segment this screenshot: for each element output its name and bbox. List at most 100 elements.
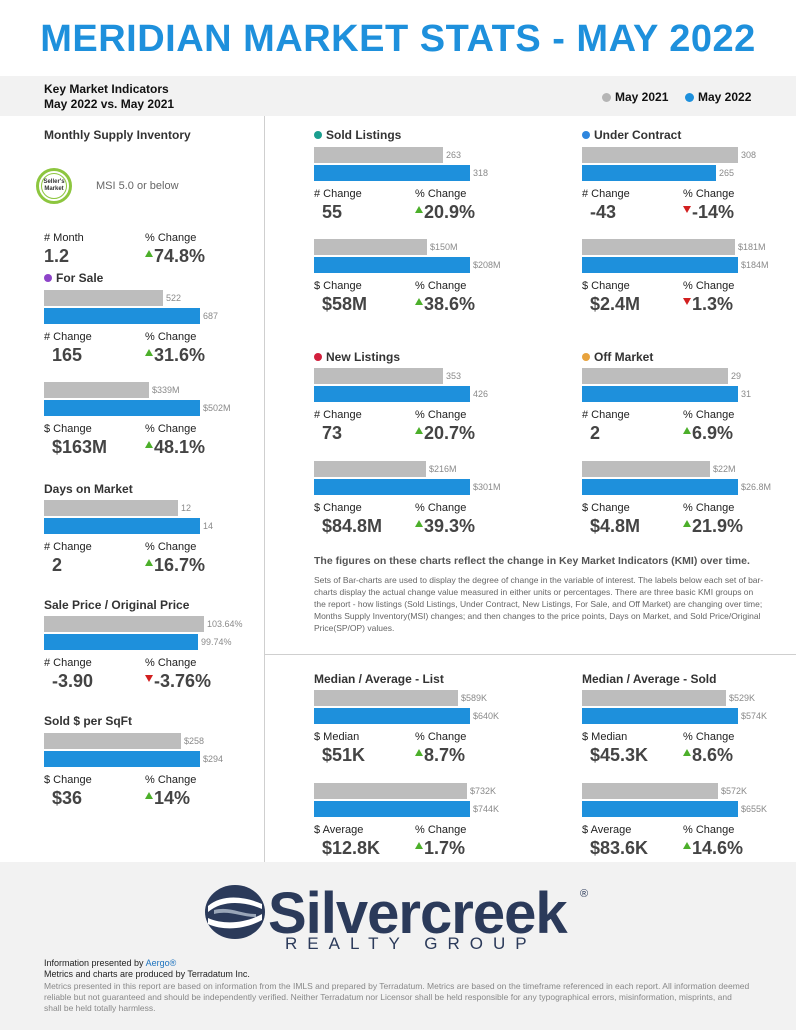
off-market-dollar-label-2021: $22M: [713, 464, 736, 474]
under-contract-dollar-pct-text: 1.3%: [692, 294, 734, 314]
presented-by: Information presented by Aergo®: [44, 958, 176, 968]
off-market-count-label-2022: 31: [741, 389, 752, 399]
produced-by: Metrics and charts are produced by Terra…: [44, 969, 250, 979]
sp-op-row-bar-2021: [44, 616, 204, 632]
sold-dollar-pct-text: 38.6%: [424, 294, 476, 314]
off-market-dollar-bar-2021: [582, 461, 710, 477]
off-market-dollar-pct-label: % Change: [683, 502, 735, 514]
for-sale-dollar-bar-2021: [44, 382, 149, 398]
msi-title: Monthly Supply Inventory: [44, 128, 191, 142]
dom-row-label-2022: 14: [203, 521, 214, 531]
list-price-average-label-2022: $744K: [473, 804, 500, 814]
sp-op-row-change-value: -3.90: [52, 671, 94, 691]
sold-count-pct-label: % Change: [415, 188, 467, 200]
brand-name: Silvercreek: [268, 881, 568, 946]
up-arrow-icon: [415, 427, 423, 434]
sqft-row-change-label: $ Change: [44, 774, 92, 786]
sold-count-change-label: # Change: [314, 188, 362, 200]
msi-month-label: # Month: [44, 232, 84, 244]
list-price-average-pct-text: 1.7%: [424, 838, 466, 858]
sqft-title: Sold $ per SqFt: [44, 714, 133, 728]
down-arrow-icon: [683, 298, 691, 305]
off-market-count-bar-2022: [582, 386, 738, 402]
sold-dollar-change-value: $58M: [322, 294, 368, 314]
sp-op-row-pct-text: -3.76%: [154, 671, 212, 691]
new-listings-title: New Listings: [314, 350, 400, 364]
sold-dollar-label-2022: $208M: [473, 260, 501, 270]
up-arrow-icon: [415, 206, 423, 213]
for-sale-count-label-2022: 687: [203, 311, 219, 321]
sold-price-median-label-2022: $574K: [741, 711, 768, 721]
under-contract-count-label-2021: 308: [741, 150, 757, 160]
legend-swatch-gray: [602, 92, 611, 102]
under-contract-title-text: Under Contract: [594, 128, 682, 142]
down-arrow-icon: [683, 206, 691, 213]
dom-title: Days on Market: [44, 482, 133, 496]
new-listings-dollar-bar-2022: [314, 479, 470, 495]
new-listings-count-change-label: # Change: [314, 409, 362, 421]
new-listings-dot-icon: [314, 353, 322, 361]
for-sale-dollar-change-label: $ Change: [44, 423, 92, 435]
kmi-note-body: Sets of Bar-charts are used to display t…: [314, 575, 764, 633]
sold-price-average-label-2021: $572K: [721, 786, 748, 796]
for-sale-dot-icon: [44, 274, 52, 282]
dom-row-pct-value: 16.7%: [145, 555, 205, 576]
off-market-dot-icon: [582, 353, 590, 361]
up-arrow-icon: [145, 559, 153, 566]
aergo-link[interactable]: Aergo®: [145, 958, 177, 968]
for-sale-title: For Sale: [44, 271, 103, 285]
sold-price-average-change-label: $ Average: [582, 824, 632, 836]
silvercreek-s-logo-icon: [205, 885, 265, 939]
legend-swatch-blue: [685, 92, 694, 102]
sold-price-median-change-label: $ Median: [582, 731, 628, 743]
subheader-band: [0, 76, 796, 116]
sold-count-bar-2022: [314, 165, 470, 181]
sold-dollar-bar-2022: [314, 257, 470, 273]
new-listings-dollar-bar-2021: [314, 461, 426, 477]
for-sale-count-change-value: 165: [52, 345, 83, 365]
msi-change-value: 74.8%: [145, 246, 205, 267]
list-price-median-bar-2022: [314, 708, 470, 724]
new-listings-count-label-2022: 426: [473, 389, 489, 399]
brand-subtitle: REALTY GROUP: [285, 934, 537, 953]
presented-by-prefix: Information presented by: [44, 958, 146, 968]
dom-row-change-value: 2: [52, 555, 63, 575]
dom-row-label-2021: 12: [181, 503, 192, 513]
sqft-row-bar-2022: [44, 751, 200, 767]
for-sale-dollar-bar-2022: [44, 400, 200, 416]
up-arrow-icon: [683, 427, 691, 434]
sold-price-title: Median / Average - Sold: [582, 672, 717, 686]
up-arrow-icon: [415, 749, 423, 756]
new-listings-count-pct-value: 20.7%: [415, 423, 475, 444]
under-contract-dollar-pct-label: % Change: [683, 280, 735, 292]
under-contract-dollar-label-2021: $181M: [738, 242, 766, 252]
page-title: MERIDIAN MARKET STATS - MAY 2022: [40, 18, 756, 60]
sold-price-median-pct-text: 8.6%: [692, 745, 734, 765]
under-contract-dollar-bar-2021: [582, 239, 735, 255]
sold-count-label-2022: 318: [473, 168, 489, 178]
off-market-count-change-label: # Change: [582, 409, 630, 421]
dom-row-pct-text: 16.7%: [154, 555, 206, 575]
list-price-average-bar-2021: [314, 783, 467, 799]
sold-price-median-bar-2021: [582, 690, 726, 706]
msi-change-label: % Change: [145, 232, 197, 244]
sp-op-row-change-label: # Change: [44, 657, 92, 669]
off-market-count-label-2021: 29: [731, 371, 742, 381]
under-contract-dollar-label-2022: $184M: [741, 260, 769, 270]
for-sale-dollar-pct-text: 48.1%: [154, 437, 206, 457]
sp-op-row-pct-label: % Change: [145, 657, 197, 669]
list-price-median-label-2022: $640K: [473, 711, 500, 721]
section-divider: [264, 654, 796, 655]
off-market-count-pct-value: 6.9%: [683, 423, 733, 444]
up-arrow-icon: [145, 792, 153, 799]
new-listings-dollar-pct-text: 39.3%: [424, 516, 476, 536]
under-contract-dollar-change-value: $2.4M: [590, 294, 641, 314]
up-arrow-icon: [683, 749, 691, 756]
up-arrow-icon: [683, 842, 691, 849]
under-contract-dollar-change-label: $ Change: [582, 280, 630, 292]
sqft-row-label-2021: $258: [184, 736, 205, 746]
off-market-dollar-change-label: $ Change: [582, 502, 630, 514]
footer-band: [0, 862, 796, 1030]
sold-price-median-label-2021: $529K: [729, 693, 756, 703]
sqft-row-pct-label: % Change: [145, 774, 197, 786]
